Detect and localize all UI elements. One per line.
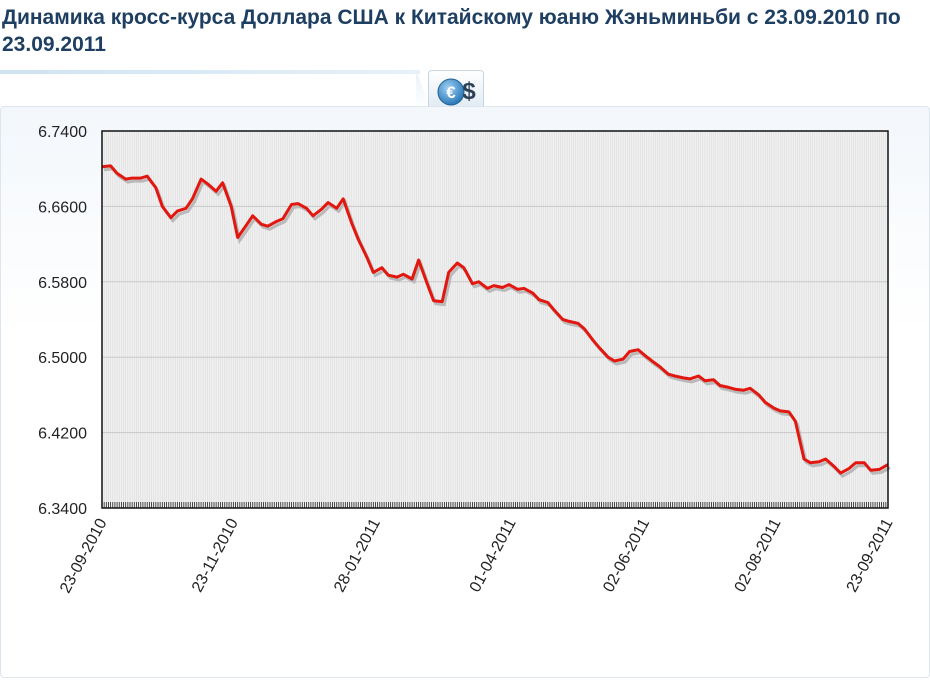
x-tick-label: 23-11-2010 — [189, 516, 242, 595]
currency-badge: € $ — [428, 70, 484, 112]
x-tick-label: 02-06-2011 — [600, 516, 653, 595]
plot-area — [102, 131, 888, 508]
y-tick-label: 6.6600 — [38, 199, 87, 216]
y-axis-labels: 6.7400 6.6600 6.5800 6.5000 6.4200 6.3400 — [38, 124, 87, 518]
plot-frame — [101, 130, 889, 509]
series-line — [101, 164, 889, 475]
x-axis-tick-marks — [101, 502, 889, 508]
y-tick-label: 6.7400 — [38, 124, 87, 141]
x-tick-label: 02-08-2011 — [732, 516, 785, 595]
x-tick-label: 23-09-2010 — [57, 516, 110, 596]
x-tick-label: 01-04-2011 — [467, 516, 520, 595]
x-axis-labels: 23-09-2010 23-11-2010 28-01-2011 01-04-2011… — [57, 516, 896, 596]
x-tick-label: 23-09-2011 — [844, 516, 897, 595]
page-title: Динамика кросс-курса Доллара США к Китай… — [2, 6, 901, 56]
title-underline — [0, 70, 420, 74]
x-tick-label: 28-01-2011 — [331, 516, 384, 595]
y-tick-label: 6.5800 — [38, 275, 87, 292]
svg-text:€: € — [446, 83, 456, 102]
svg-text:$: $ — [462, 78, 476, 105]
y-tick-label: 6.5000 — [38, 350, 87, 367]
y-tick-label: 6.3400 — [38, 501, 87, 518]
euro-dollar-icon: € $ — [437, 78, 476, 106]
y-tick-label: 6.4200 — [38, 426, 87, 443]
